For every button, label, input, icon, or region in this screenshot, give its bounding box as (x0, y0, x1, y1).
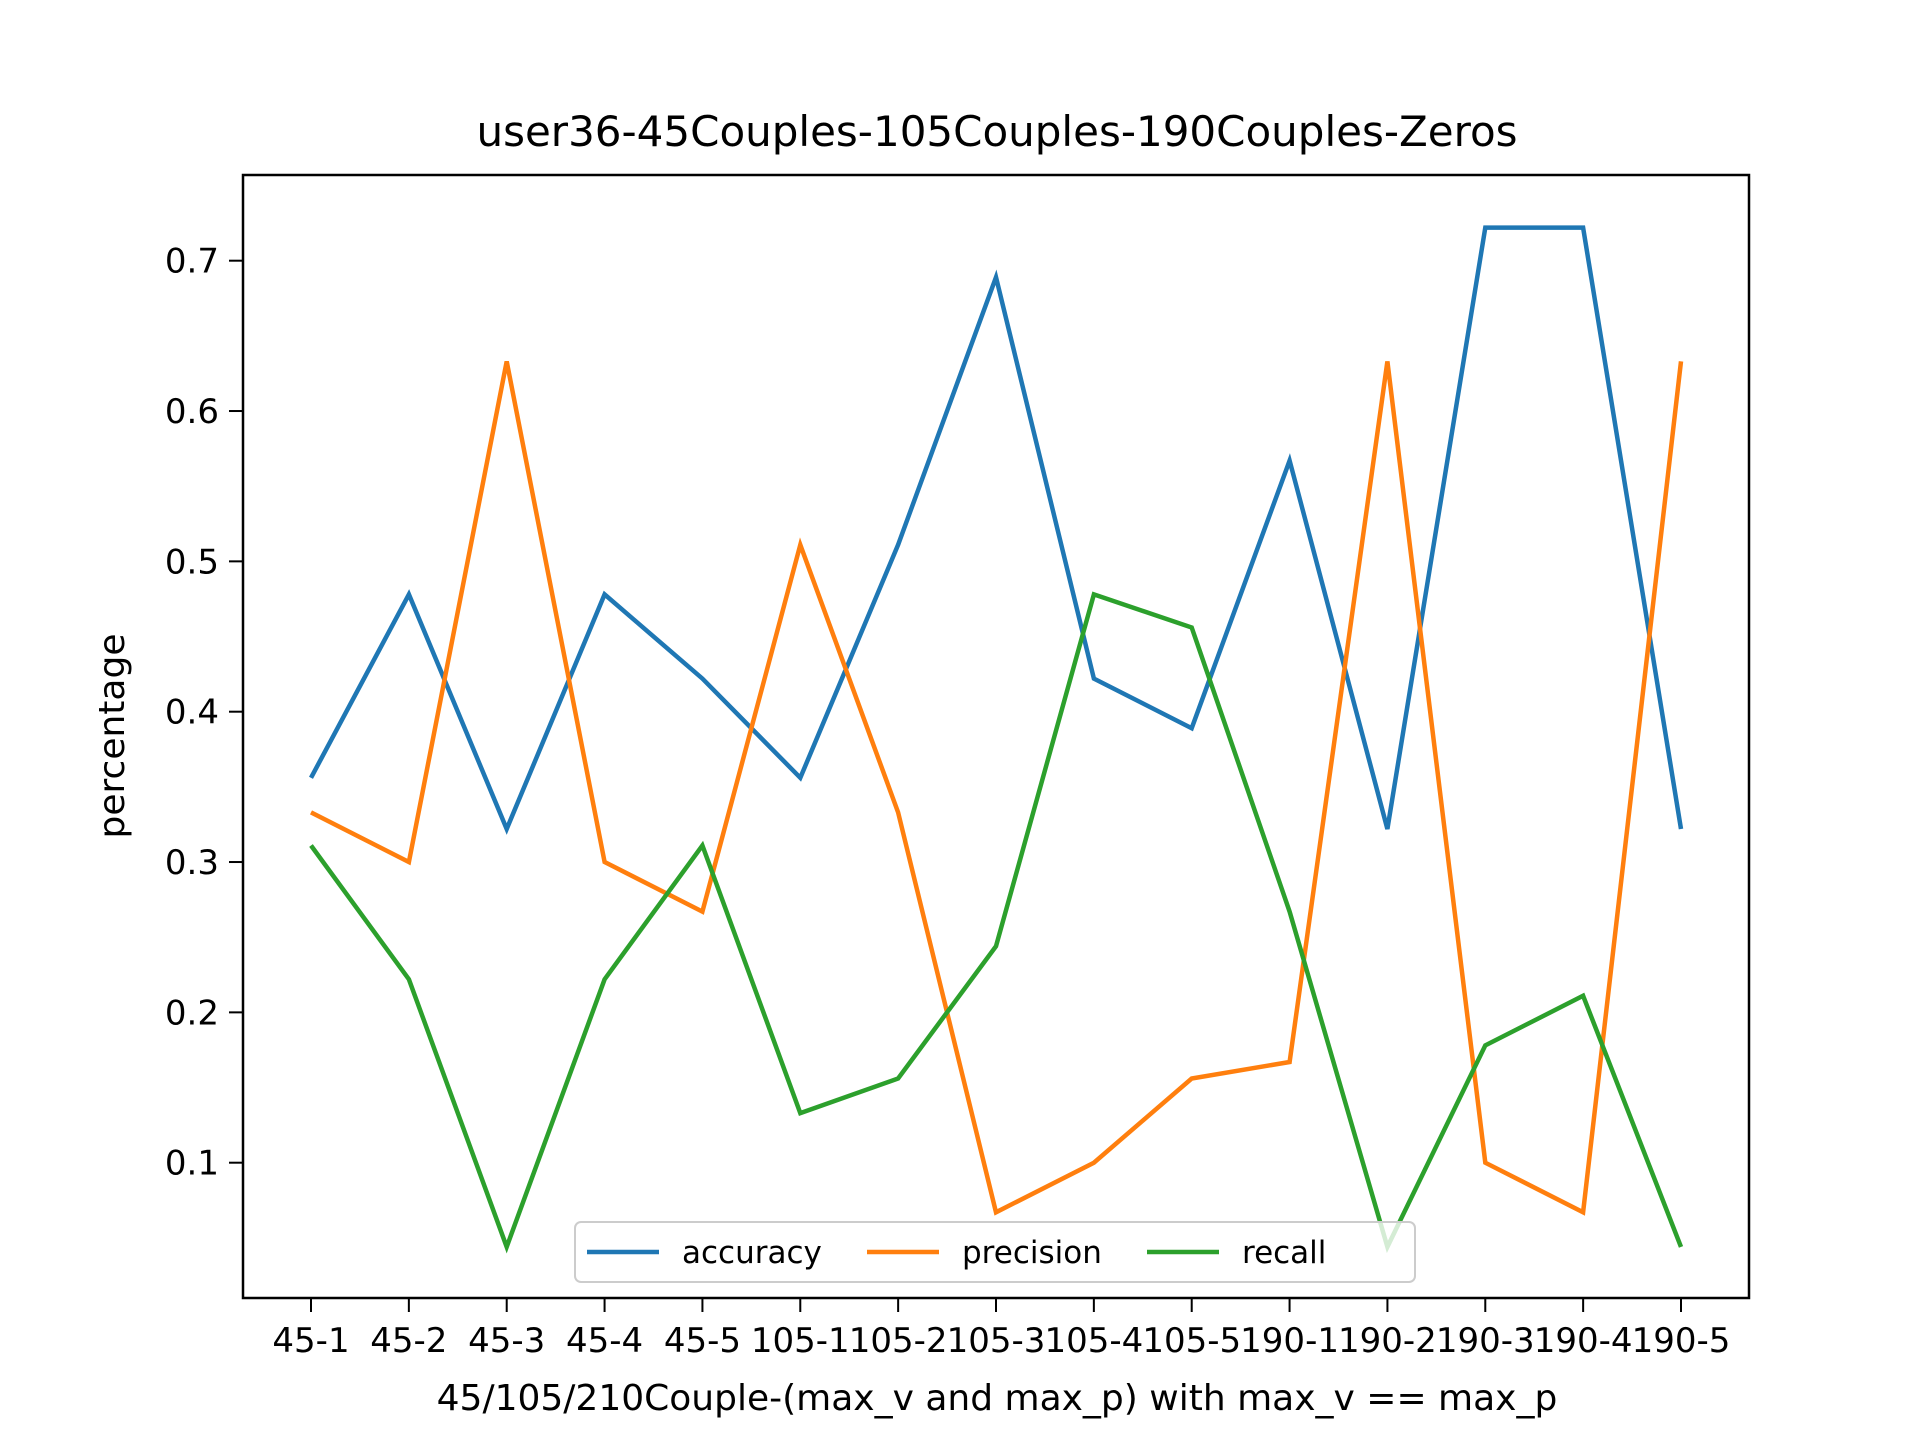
x-tick-label: 105-1 (751, 1321, 850, 1361)
y-tick-label: 0.5 (165, 542, 219, 582)
x-tick-label: 45-5 (664, 1321, 741, 1361)
y-tick-label: 0.1 (165, 1144, 219, 1184)
x-tick-label: 190-2 (1338, 1321, 1437, 1361)
legend-label-precision: precision (962, 1235, 1102, 1271)
x-tick-label: 105-3 (947, 1321, 1046, 1361)
y-tick-label: 0.3 (165, 843, 219, 883)
x-tick-label: 190-5 (1632, 1321, 1731, 1361)
x-tick-label: 45-2 (370, 1321, 447, 1361)
y-tick-label: 0.7 (165, 242, 219, 282)
x-tick-label: 105-4 (1044, 1321, 1143, 1361)
y-axis-label: percentage (92, 634, 133, 839)
y-tick-label: 0.2 (165, 993, 219, 1033)
x-axis-label: 45/105/210Couple-(max_v and max_p) with … (437, 1378, 1558, 1419)
y-tick-label: 0.6 (165, 392, 219, 432)
legend: accuracy precision recall (575, 1222, 1415, 1282)
x-tick-label: 45-4 (566, 1321, 643, 1361)
x-tick-label: 45-3 (468, 1321, 545, 1361)
x-tick-label: 190-3 (1436, 1321, 1535, 1361)
y-tick-label: 0.4 (165, 693, 219, 733)
x-tick-label: 105-5 (1142, 1321, 1241, 1361)
x-tick-label: 190-1 (1240, 1321, 1339, 1361)
legend-label-accuracy: accuracy (682, 1235, 822, 1271)
chart-title: user36-45Couples-105Couples-190Couples-Z… (476, 107, 1517, 156)
x-tick-label: 190-4 (1534, 1321, 1633, 1361)
legend-label-recall: recall (1242, 1235, 1326, 1271)
x-tick-label: 45-1 (272, 1321, 349, 1361)
x-tick-label: 105-2 (849, 1321, 948, 1361)
